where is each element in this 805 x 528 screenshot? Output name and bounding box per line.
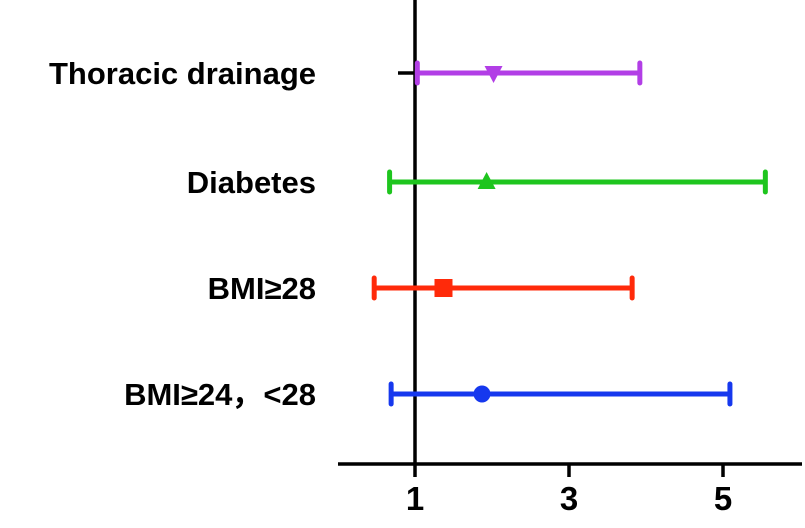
point-estimate-0	[484, 66, 503, 83]
x-tick-label-2: 5	[714, 480, 732, 517]
row-label-2: BMI≥28	[208, 271, 316, 306]
row-label-3: BMI≥24，<28	[124, 377, 316, 412]
row-label-0: Thoracic drainage	[49, 56, 316, 91]
row-1: Diabetes	[187, 165, 768, 200]
row-label-1: Diabetes	[187, 165, 316, 200]
row-2: BMI≥28	[208, 271, 635, 306]
point-estimate-1	[477, 172, 496, 189]
row-3: BMI≥24，<28	[124, 377, 733, 412]
x-tick-label-0: 1	[406, 480, 424, 517]
point-estimate-2	[434, 279, 453, 297]
point-estimate-3	[473, 385, 491, 403]
row-0: Thoracic drainage	[49, 56, 643, 91]
x-tick-label-1: 3	[560, 480, 578, 517]
